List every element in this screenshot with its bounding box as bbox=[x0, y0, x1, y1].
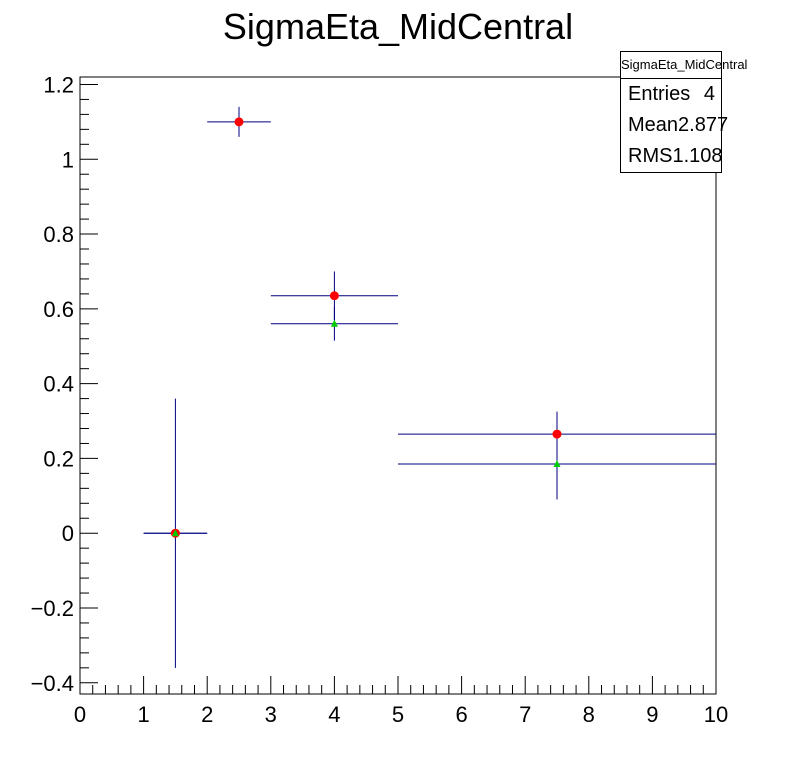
data-point-circle bbox=[329, 291, 339, 301]
data-marks bbox=[143, 106, 716, 668]
stats-entries-label: Entries bbox=[628, 83, 691, 105]
stats-entries-value: 4 bbox=[703, 83, 715, 105]
stats-box: SigmaEta_MidCentral Entries 4 Mean 2.877… bbox=[620, 51, 747, 173]
y-tick-label: −0.2 bbox=[31, 596, 74, 621]
stats-mean-row: Mean 2.877 bbox=[621, 110, 728, 141]
y-tick-label: −0.4 bbox=[31, 671, 74, 696]
chart-title: SigmaEta_MidCentral bbox=[222, 6, 574, 47]
x-tick-label: 4 bbox=[328, 702, 340, 727]
x-tick-label: 2 bbox=[201, 702, 213, 727]
stats-title: SigmaEta_MidCentral bbox=[621, 52, 747, 79]
x-tick-label: 5 bbox=[392, 702, 404, 727]
x-tick-label: 8 bbox=[583, 702, 595, 727]
y-tick-label: 1.2 bbox=[43, 72, 74, 97]
y-tick-label: 0.6 bbox=[43, 297, 74, 322]
x-tick-label: 1 bbox=[137, 702, 149, 727]
axes: 0 1 2 3 4 5 6 7 8 9 10 −0.4 −0.2 0 0.2 0.4 0.6 0.8 1 1.2 bbox=[31, 72, 729, 727]
y-tick-label: 0.2 bbox=[43, 446, 74, 471]
data-point-circle bbox=[234, 117, 244, 127]
data-point-triangle bbox=[553, 460, 561, 468]
y-tick-label: 0.4 bbox=[43, 372, 74, 397]
stats-rms-label: RMS bbox=[628, 145, 673, 167]
x-tick-label: 9 bbox=[646, 702, 658, 727]
data-point-triangle bbox=[171, 529, 179, 537]
y-tick-label: 1 bbox=[62, 147, 74, 172]
x-tick-label: 10 bbox=[704, 702, 728, 727]
data-point-triangle bbox=[330, 319, 338, 327]
y-tick-label: 0 bbox=[62, 521, 74, 546]
stats-mean-value: 2.877 bbox=[678, 114, 729, 136]
stats-rms-row: RMS 1.108 bbox=[621, 141, 723, 172]
x-tick-label: 7 bbox=[519, 702, 531, 727]
stats-rms-value: 1.108 bbox=[672, 145, 723, 167]
data-point-circle bbox=[552, 429, 562, 439]
x-tick-label: 3 bbox=[265, 702, 277, 727]
x-tick-label: 6 bbox=[455, 702, 467, 727]
y-tick-label: 0.8 bbox=[43, 222, 74, 247]
x-tick-label: 0 bbox=[74, 702, 86, 727]
stats-mean-label: Mean bbox=[628, 114, 679, 136]
stats-entries-row: Entries 4 bbox=[621, 79, 721, 110]
